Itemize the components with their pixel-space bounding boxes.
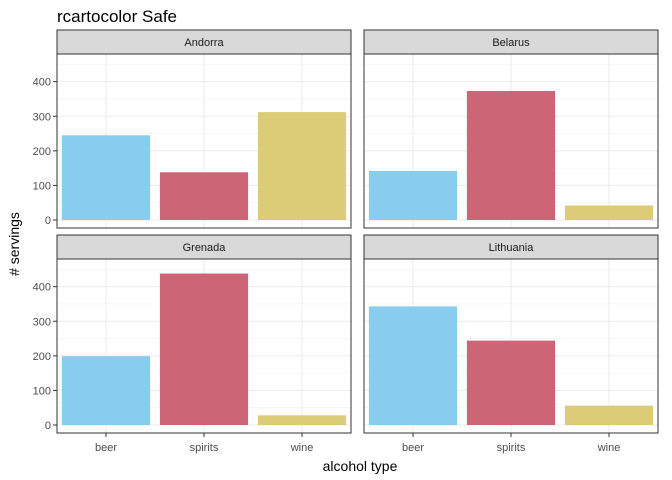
y-tick-label: 300 <box>33 111 51 123</box>
y-tick-label: 100 <box>33 180 51 192</box>
strip-background <box>363 29 659 55</box>
bar-grenada-spirits <box>159 273 249 425</box>
x-tick-label: spirits <box>497 442 526 454</box>
x-tick-label: wine <box>597 442 621 454</box>
x-tick-label: wine <box>290 442 314 454</box>
strip-label: Andorra <box>184 37 224 49</box>
panel-andorra: Andorra 0 100 200 300 400 <box>33 29 352 229</box>
y-tick-label: 200 <box>33 351 51 363</box>
bar-grenada-beer <box>61 356 151 425</box>
y-tick-label: 100 <box>33 385 51 397</box>
x-tick-label: beer <box>95 442 117 454</box>
panel-grenada: Grenada 0 100 200 300 400 beer spirits wine <box>33 234 352 454</box>
y-tick-label: 400 <box>33 282 51 294</box>
strip-background <box>56 234 352 260</box>
y-tick-label: 0 <box>45 420 51 432</box>
x-tick-label: spirits <box>190 442 219 454</box>
bar-andorra-spirits <box>159 172 249 220</box>
bar-grenada-wine <box>257 415 347 425</box>
bar-belarus-wine <box>564 205 654 220</box>
x-axis-label: alcohol type <box>323 458 398 474</box>
chart-title: rcartocolor Safe <box>57 7 177 26</box>
bar-lithuania-spirits <box>466 340 556 425</box>
y-tick-label: 0 <box>45 215 51 227</box>
y-tick-label: 200 <box>33 146 51 158</box>
strip-background <box>363 234 659 260</box>
strip-label: Lithuania <box>489 242 535 254</box>
strip-label: Belarus <box>492 37 530 49</box>
y-axis-label: # servings <box>6 212 22 276</box>
strip-label: Grenada <box>183 242 227 254</box>
strip-background <box>56 29 352 55</box>
bar-belarus-spirits <box>466 91 556 220</box>
bar-andorra-wine <box>257 112 347 220</box>
bar-lithuania-beer <box>368 306 458 425</box>
bar-belarus-beer <box>368 170 458 220</box>
panel-belarus: Belarus <box>363 29 659 229</box>
bar-lithuania-wine <box>564 405 654 425</box>
panel-lithuania: Lithuania beer spirits wine <box>363 234 659 454</box>
x-tick-label: beer <box>402 442 424 454</box>
bar-andorra-beer <box>61 135 151 220</box>
y-tick-label: 400 <box>33 77 51 89</box>
y-tick-label: 300 <box>33 316 51 328</box>
panels-layer: Andorra 0 100 200 300 400 Belarus Grenada 0 100 20… <box>33 29 659 454</box>
